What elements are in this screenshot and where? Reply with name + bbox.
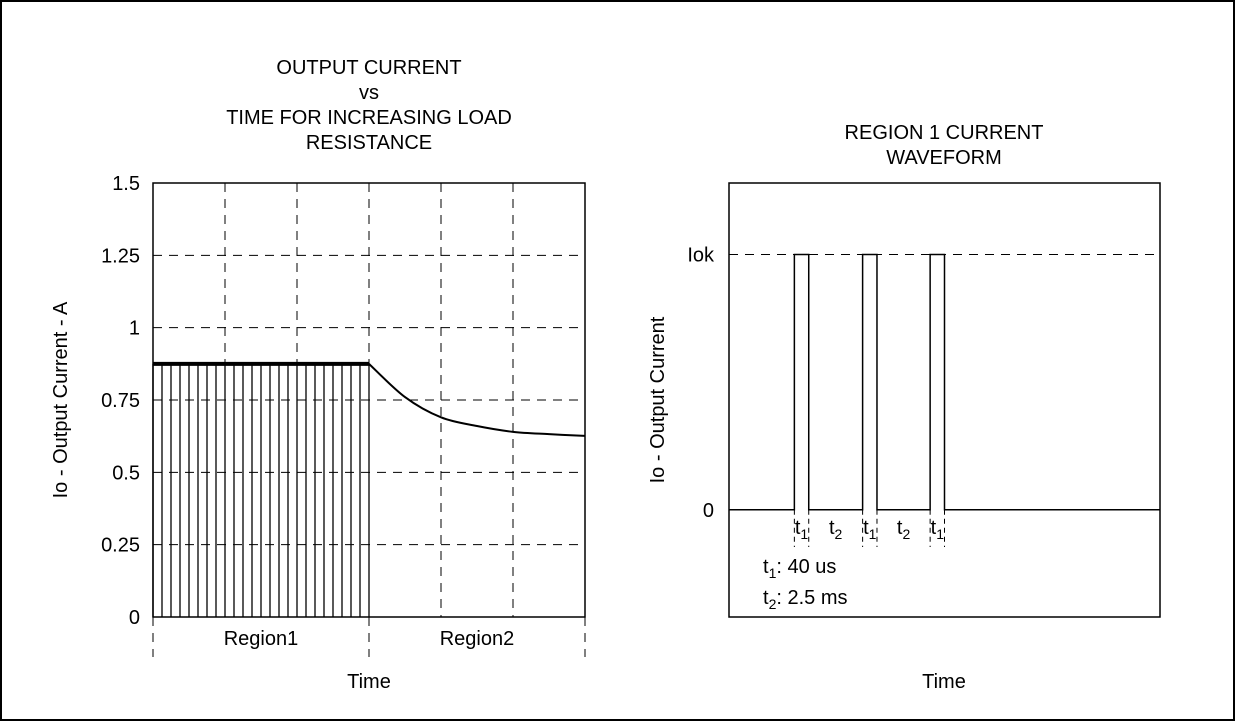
right-interval-label: t1 — [795, 517, 809, 542]
right-interval-label: t1 — [863, 517, 877, 542]
left-y-tick-label: 1.25 — [101, 245, 140, 267]
left-title-line: RESISTANCE — [306, 132, 432, 154]
right-annotation: t1: 40 us — [763, 556, 836, 581]
left-y-tick-label: 0.5 — [112, 462, 140, 484]
right-title-line: WAVEFORM — [886, 147, 1002, 169]
right-plot-series — [729, 253, 1160, 511]
left-y-tick-label: 1 — [129, 318, 140, 340]
left-y-tick-label: 1.5 — [112, 173, 140, 195]
right-y-tick-label: Iok — [687, 244, 715, 266]
left-y-tick-label: 0 — [129, 607, 140, 629]
left-y-ticks: 0 0.25 0.5 0.75 1 1.25 1.5 — [101, 173, 140, 629]
left-chart: OUTPUT CURRENT vs TIME FOR INCREASING LOAD… — [50, 57, 586, 693]
left-title-line: TIME FOR INCREASING LOAD — [226, 107, 512, 129]
right-y-ticks: Iok 0 — [687, 244, 715, 521]
right-annotations: t1: 40 us t2: 2.5 ms — [763, 556, 848, 612]
right-x-axis-label: Time — [922, 671, 966, 693]
left-region-labels: Region1 Region2 — [152, 617, 586, 657]
left-decay-curve — [368, 363, 586, 437]
right-title-line: REGION 1 CURRENT — [845, 122, 1044, 144]
right-pulse-train — [729, 253, 1160, 511]
right-interval-labels: t1 t2 t1 t2 t1 — [793, 509, 945, 547]
left-y-tick-label: 0.25 — [101, 535, 140, 557]
left-chart-title: OUTPUT CURRENT vs TIME FOR INCREASING LOAD… — [226, 57, 512, 154]
right-annotation: t2: 2.5 ms — [763, 587, 848, 612]
left-y-axis-label: Io - Output Current - A — [50, 301, 72, 498]
right-interval-label: t2 — [897, 517, 911, 542]
right-interval-label: t2 — [829, 517, 843, 542]
right-interval-label: t1 — [931, 517, 945, 542]
left-title-line: OUTPUT CURRENT — [276, 57, 461, 79]
left-plot-series — [152, 361, 586, 617]
left-x-axis-label: Time — [347, 671, 391, 693]
left-title-line: vs — [359, 82, 379, 104]
right-y-tick-label: 0 — [703, 500, 714, 522]
left-y-tick-label: 0.75 — [101, 390, 140, 412]
right-y-axis-label: Io - Output Current — [647, 316, 669, 483]
right-chart-title: REGION 1 CURRENT WAVEFORM — [845, 122, 1044, 169]
left-region-label: Region2 — [440, 628, 515, 650]
right-plot-frame — [728, 182, 1161, 618]
left-region-label: Region1 — [224, 628, 299, 650]
